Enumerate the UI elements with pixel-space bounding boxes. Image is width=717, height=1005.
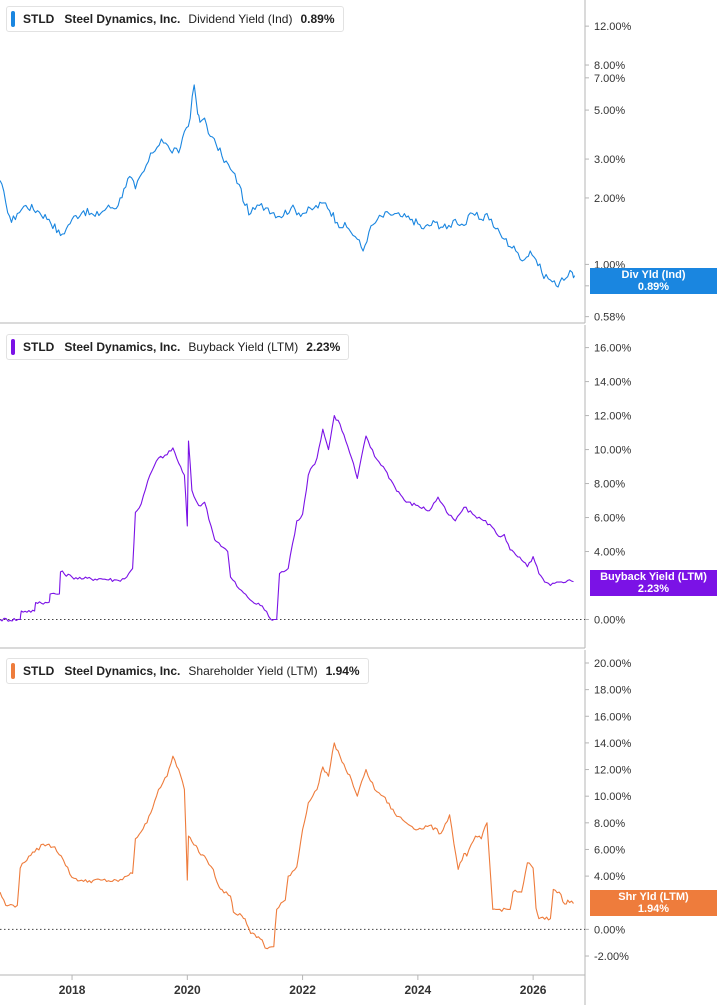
y-tick-label: 8.00% (594, 479, 625, 491)
value-tag-shareholder: Shr Yld (LTM) 1.94% (590, 890, 717, 916)
y-tick-label: 0.00% (594, 924, 625, 936)
y-tick-label: 5.00% (594, 105, 625, 117)
series-line-shareholder (0, 742, 574, 950)
y-tick-label: 0.58% (594, 312, 625, 324)
y-tick-label: 7.00% (594, 73, 625, 85)
legend-ticker: STLD (23, 340, 55, 354)
y-tick-label: 16.00% (594, 711, 632, 723)
legend-company: Steel Dynamics, Inc. (64, 664, 181, 678)
y-tick-label: 10.00% (594, 445, 632, 457)
value-tag-label: Div Yld (Ind) (621, 269, 686, 281)
y-tick-label: 10.00% (594, 791, 632, 803)
y-tick-label: 2.00% (594, 193, 625, 205)
value-tag-dividend: Div Yld (Ind) 0.89% (590, 268, 717, 294)
y-tick-label: 18.00% (594, 685, 632, 697)
y-tick-label: 8.00% (594, 818, 625, 830)
series-line-dividend (0, 84, 576, 288)
value-tag-value: 1.94% (637, 903, 670, 915)
value-tag-buyback: Buyback Yield (LTM) 2.23% (590, 570, 717, 596)
y-tick-label: 0.00% (594, 615, 625, 627)
y-tick-label: 4.00% (594, 871, 625, 883)
y-tick-label: 12.00% (594, 21, 632, 33)
legend-ticker: STLD (23, 12, 55, 26)
y-tick-label: 6.00% (594, 513, 625, 525)
x-tick-label: 2022 (289, 983, 316, 997)
legend-company: Steel Dynamics, Inc. (64, 340, 181, 354)
legend-shareholder-yield: STLD Steel Dynamics, Inc. Shareholder Yi… (6, 658, 369, 684)
y-tick-label: 14.00% (594, 738, 632, 750)
legend-metric: Buyback Yield (LTM) (188, 340, 299, 354)
x-tick-label: 2026 (520, 983, 547, 997)
value-tag-label: Buyback Yield (LTM) (600, 571, 707, 583)
y-tick-label: 6.00% (594, 844, 625, 856)
legend-metric: Dividend Yield (Ind) (188, 12, 293, 26)
legend-swatch-dividend (11, 11, 15, 27)
y-tick-label: 20.00% (594, 658, 632, 670)
y-tick-label: 12.00% (594, 765, 632, 777)
value-tag-value: 2.23% (637, 583, 670, 595)
legend-swatch-shareholder (11, 663, 15, 679)
value-tag-label: Shr Yld (LTM) (618, 891, 689, 903)
legend-ticker: STLD (23, 664, 55, 678)
legend-buyback-yield: STLD Steel Dynamics, Inc. Buyback Yield … (6, 334, 350, 360)
y-tick-label: 4.00% (594, 547, 625, 559)
value-tag-value: 0.89% (637, 281, 670, 293)
legend-value: 1.94% (325, 664, 360, 678)
x-tick-label: 2020 (174, 983, 201, 997)
y-tick-label: 14.00% (594, 377, 632, 389)
y-tick-label: 8.00% (594, 60, 625, 72)
series-line-buyback (0, 415, 574, 622)
legend-company: Steel Dynamics, Inc. (64, 12, 181, 26)
legend-value: 0.89% (300, 12, 335, 26)
legend-metric: Shareholder Yield (LTM) (188, 664, 318, 678)
x-tick-label: 2018 (59, 983, 86, 997)
y-tick-label: 3.00% (594, 154, 625, 166)
y-tick-label: 16.00% (594, 343, 632, 355)
buyback-yield-panel: 16.00% 14.00% 12.00% 10.00% 8.00% 6.00% 4.00% 0… (0, 325, 632, 649)
legend-value: 2.23% (306, 340, 341, 354)
y-tick-label: -2.00% (594, 951, 629, 963)
legend-swatch-buyback (11, 339, 15, 355)
dividend-yield-panel: 12.00%8.00%7.00%5.00%3.00%2.00%1.00%0.80… (0, 0, 632, 324)
x-axis: 2018 2020 2022 2024 2026 (59, 975, 586, 1005)
shareholder-yield-panel: 20.00% 18.00% 16.00% 14.00% 12.00% 10.00% 8.00… (0, 650, 632, 976)
y-tick-label: 12.00% (594, 411, 632, 423)
x-tick-label: 2024 (405, 983, 432, 997)
legend-dividend-yield: STLD Steel Dynamics, Inc. Dividend Yield… (6, 6, 344, 32)
